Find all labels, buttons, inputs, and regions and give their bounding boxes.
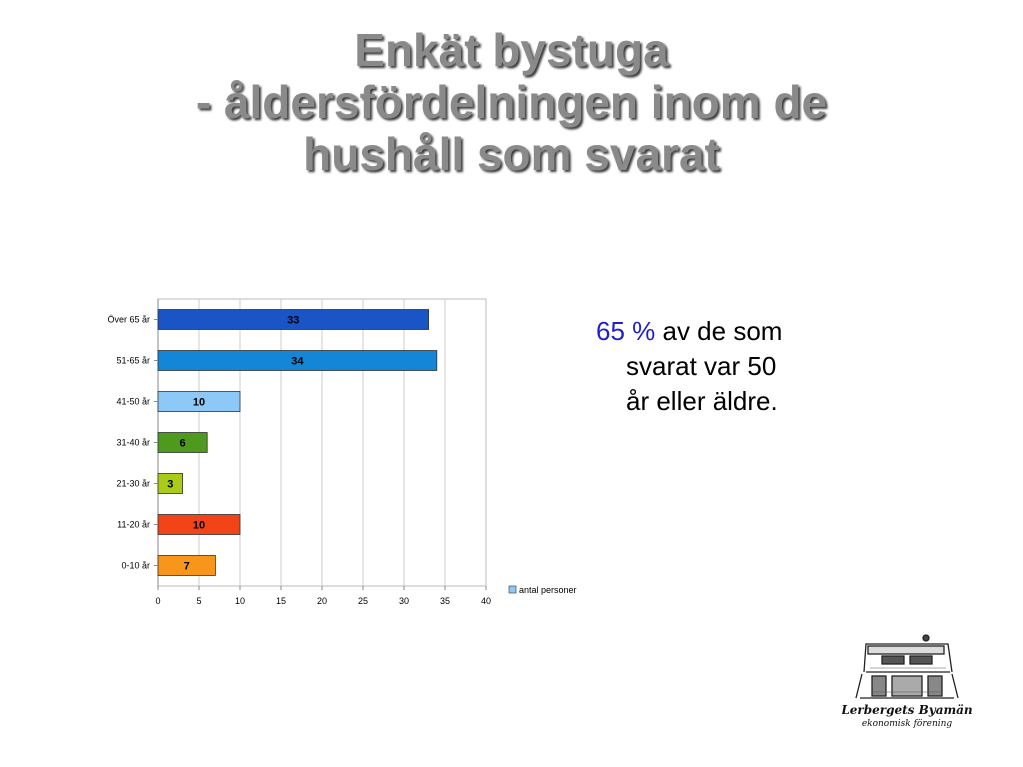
category-label: 31-40 år [116, 438, 150, 448]
title-line-2: - åldersfördelningen inom de [195, 76, 828, 128]
title-line-1: Enkät bystuga [354, 24, 669, 76]
x-tick-label: 35 [440, 596, 450, 606]
category-label: 41-50 år [116, 397, 150, 407]
data-label: 10 [193, 520, 205, 532]
x-tick-label: 15 [276, 596, 286, 606]
x-tick-label: 20 [317, 596, 327, 606]
summary-line-3: år eller äldre. [626, 386, 778, 416]
legend-label: antal personer [519, 585, 577, 595]
summary-line-2: svarat var 50 [626, 351, 777, 381]
category-label: 21-30 år [116, 479, 150, 489]
title-line-3: hushåll som svarat [303, 128, 720, 180]
category-label: 51-65 år [116, 356, 150, 366]
x-tick-label: 0 [155, 596, 160, 606]
x-tick-label: 40 [481, 596, 491, 606]
category-label: Över 65 år [107, 315, 150, 325]
data-label: 3 [167, 479, 173, 491]
page-title: Enkät bystuga - åldersfördelningen inom … [0, 24, 1023, 180]
summary-note: 65 % av de som svarat var 50 år eller äl… [596, 314, 856, 419]
summary-line-1: 65 % av de som [596, 314, 856, 349]
x-tick-label: 5 [196, 596, 201, 606]
data-label: 6 [180, 438, 186, 450]
summary-highlight: 65 % [596, 316, 656, 346]
data-label: 34 [291, 356, 304, 368]
category-label: 0-10 år [121, 561, 150, 571]
x-tick-label: 25 [358, 596, 368, 606]
legend-swatch [508, 585, 517, 594]
category-label: 11-20 år [117, 520, 150, 530]
logo-text-2: ekonomisk förening [862, 719, 953, 729]
data-label: 7 [184, 561, 190, 573]
logo-text-1: Lerbergets Byamän [842, 703, 972, 717]
x-tick-label: 30 [399, 596, 409, 606]
data-label: 33 [287, 315, 299, 327]
data-label: 10 [193, 397, 205, 409]
summary-rest: av de som [655, 316, 783, 346]
x-tick-label: 10 [235, 596, 245, 606]
organisation-logo: Lerbergets Byamän ekonomisk förening [842, 634, 972, 729]
